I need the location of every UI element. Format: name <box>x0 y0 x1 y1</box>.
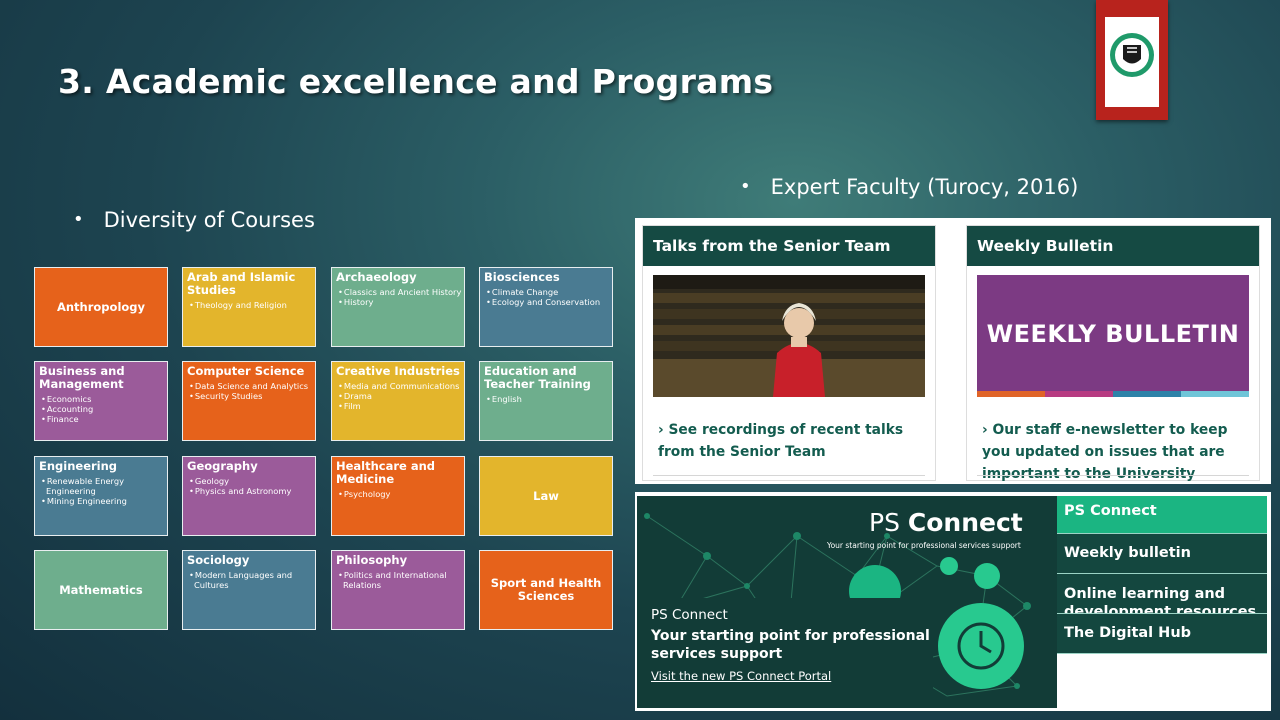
color-stripe <box>977 391 1249 397</box>
course-title: Archaeology <box>336 270 417 284</box>
course-subject: History <box>337 297 462 307</box>
bulletin-link[interactable]: › Our staff e-newsletter to keep you upd… <box>982 422 1228 482</box>
ps-connect-screenshot: PS Connect Your starting point for profe… <box>635 492 1271 711</box>
course-title: Law <box>533 488 559 503</box>
course-title: Computer Science <box>187 364 305 378</box>
course-tile: Engineering Renewable Energy Engineering… <box>34 456 168 536</box>
course-title: Biosciences <box>484 270 560 284</box>
university-logo <box>1096 0 1168 120</box>
course-tile: Anthropology <box>34 267 168 347</box>
course-subject: Drama <box>337 391 462 401</box>
course-subject: Geology <box>188 476 313 486</box>
bulletin-card: Weekly Bulletin WEEKLY BULLETIN › Our st… <box>966 225 1260 482</box>
ps-box-heading: Your starting point for professional ser… <box>651 628 930 662</box>
course-tile: Geography GeologyPhysics and Astronomy <box>182 456 316 536</box>
menu-item-learning-resources[interactable]: Online learning and development resource… <box>1057 574 1267 614</box>
course-title: Sociology <box>187 553 250 567</box>
course-grid: Anthropology Arab and Islamic Studies Th… <box>34 267 616 633</box>
course-title: Engineering <box>39 459 118 473</box>
menu-item-label: Online learning and development resource… <box>1064 586 1257 614</box>
ps-connect-title: PS Connect <box>869 508 1023 537</box>
course-subject: Mining Engineering <box>40 496 165 506</box>
talks-card: Talks from the Senior Team › See recordi… <box>642 225 936 481</box>
course-tile: Biosciences Climate ChangeEcology and Co… <box>479 267 613 347</box>
menu-item-ps-connect[interactable]: PS Connect <box>1057 496 1267 534</box>
course-tile: Mathematics <box>34 550 168 630</box>
course-title: Arab and Islamic Studies <box>187 270 296 297</box>
ps-portal-link[interactable]: Visit the new PS Connect Portal <box>651 669 832 683</box>
talks-link[interactable]: › See recordings of recent talks from th… <box>658 422 904 460</box>
talks-header: Talks from the Senior Team <box>643 226 935 266</box>
course-subject: Classics and Ancient History <box>337 287 462 297</box>
ps-connect-infobox: PS Connect Your starting point for profe… <box>637 598 933 694</box>
senior-team-photo <box>653 275 925 397</box>
course-title: Creative Industries <box>336 364 460 378</box>
faculty-screenshot: Talks from the Senior Team › See recordi… <box>635 218 1271 484</box>
bullet-dot: • <box>740 176 751 197</box>
course-title: Geography <box>187 459 258 473</box>
course-subject: Psychology <box>337 489 462 499</box>
course-tile: Law <box>479 456 613 536</box>
ps-box-label: PS Connect <box>651 607 728 623</box>
bulletin-banner: WEEKLY BULLETIN <box>977 275 1249 397</box>
course-subject: Renewable Energy Engineering <box>40 476 165 496</box>
course-tile: Education and Teacher Training English <box>479 361 613 441</box>
course-subject: English <box>485 394 610 404</box>
bullet-diversity: • Diversity of Courses <box>73 208 315 232</box>
ps-connect-subtitle: Your starting point for professional ser… <box>827 541 1021 550</box>
divider <box>977 475 1249 476</box>
course-tile: Business and Management EconomicsAccount… <box>34 361 168 441</box>
menu-item-label: PS Connect <box>1064 503 1157 519</box>
menu-item-label: Weekly bulletin <box>1064 545 1191 561</box>
bulletin-header: Weekly Bulletin <box>967 226 1259 266</box>
course-title: Mathematics <box>59 582 143 597</box>
course-subject: Security Studies <box>188 391 313 401</box>
course-tile: Healthcare and Medicine Psychology <box>331 456 465 536</box>
course-tile: Computer Science Data Science and Analyt… <box>182 361 316 441</box>
course-title: Education and Teacher Training <box>484 364 591 391</box>
course-tile: Arab and Islamic Studies Theology and Re… <box>182 267 316 347</box>
course-subject: Physics and Astronomy <box>188 486 313 496</box>
course-subject: Data Science and Analytics <box>188 381 313 391</box>
course-tile: Archaeology Classics and Ancient History… <box>331 267 465 347</box>
menu-item-label: The Digital Hub <box>1064 625 1192 641</box>
course-title: Philosophy <box>336 553 408 567</box>
ps-connect-banner: PS Connect Your starting point for profe… <box>637 496 1057 708</box>
course-tile: Sociology Modern Languages and Cultures <box>182 550 316 630</box>
course-subject: Finance <box>40 414 165 424</box>
course-title: Sport and Health Sciences <box>490 576 602 603</box>
ps-title-bold: Connect <box>907 508 1023 537</box>
menu-item-digital-hub[interactable]: The Digital Hub <box>1057 614 1267 654</box>
bullet-text: Diversity of Courses <box>103 208 315 232</box>
course-tile: Philosophy Politics and International Re… <box>331 550 465 630</box>
course-title: Business and Management <box>39 364 125 391</box>
course-subject: Politics and International Relations <box>337 570 462 590</box>
course-title: Healthcare and Medicine <box>336 459 436 486</box>
ps-connect-menu: PS Connect Weekly bulletin Online learni… <box>1057 496 1267 654</box>
course-title: Anthropology <box>56 299 146 314</box>
menu-item-weekly-bulletin[interactable]: Weekly bulletin <box>1057 534 1267 574</box>
divider <box>653 475 925 476</box>
course-subject: Climate Change <box>485 287 610 297</box>
bulletin-banner-text: WEEKLY BULLETIN <box>986 320 1240 348</box>
course-subject: Accounting <box>40 404 165 414</box>
bullet-dot: • <box>73 209 84 230</box>
course-subject: Film <box>337 401 462 411</box>
course-subject: Theology and Religion <box>188 300 313 310</box>
course-tile: Creative Industries Media and Communicat… <box>331 361 465 441</box>
course-subject: Economics <box>40 394 165 404</box>
slide-title: 3. Academic excellence and Programs <box>58 62 774 101</box>
bullet-faculty: • Expert Faculty (Turocy, 2016) <box>740 175 1078 199</box>
course-subject: Ecology and Conservation <box>485 297 610 307</box>
crest-icon <box>1105 17 1159 107</box>
bullet-text: Expert Faculty (Turocy, 2016) <box>770 175 1079 199</box>
course-subject: Modern Languages and Cultures <box>188 570 313 590</box>
ps-title-light: PS <box>869 508 908 537</box>
course-subject: Media and Communications <box>337 381 462 391</box>
course-tile: Sport and Health Sciences <box>479 550 613 630</box>
